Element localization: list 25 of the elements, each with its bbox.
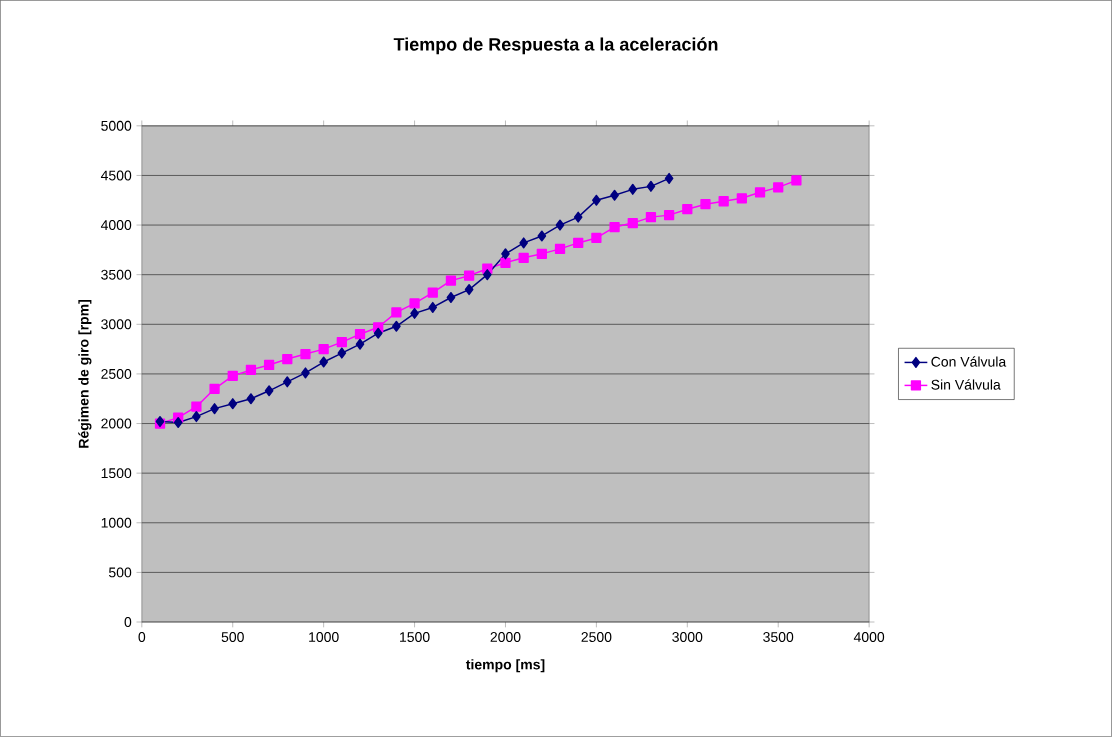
x-tick-label: 3500 [763, 632, 794, 643]
y-tick-label: 1500 [101, 468, 132, 479]
chart-title: Tiempo de Respuesta a la aceleración [393, 37, 718, 55]
x-axis-title: tiempo [ms] [465, 659, 545, 673]
y-tick-label: 3000 [101, 319, 132, 330]
y-tick-label: 500 [108, 567, 132, 578]
y-tick-label: 2000 [101, 418, 132, 429]
y-tick-label: 3500 [101, 269, 132, 280]
y-axis-title: Régimen de giro [rpm] [78, 300, 92, 448]
x-tick-label: 2500 [581, 632, 612, 643]
x-tick-label: 1500 [400, 632, 430, 643]
y-tick-label: 1000 [101, 517, 132, 528]
x-tick-label: 1000 [309, 632, 339, 643]
x-tick-label: 500 [221, 632, 244, 643]
x-tick-label: 0 [138, 632, 146, 643]
x-tick-label: 2000 [490, 632, 521, 643]
x-tick-label: 3000 [672, 632, 703, 643]
y-tick-label: 4000 [100, 220, 132, 231]
y-tick-label: 4500 [100, 170, 132, 181]
legend-label: Con Válvula [931, 356, 1007, 367]
legend-label: Sin Válvula [931, 379, 1001, 390]
y-tick-label: 2500 [101, 369, 132, 379]
y-tick-label: 0 [124, 617, 132, 628]
x-tick-label: 4000 [853, 632, 885, 643]
y-tick-label: 5000 [101, 120, 132, 131]
